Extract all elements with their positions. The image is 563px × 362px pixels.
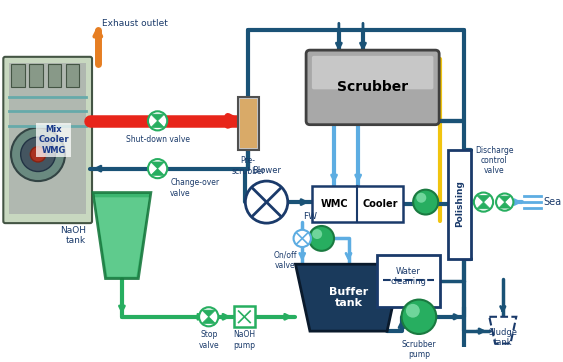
FancyBboxPatch shape [306,50,439,125]
Polygon shape [202,317,216,324]
Text: Shut-down valve: Shut-down valve [126,135,190,144]
Bar [377,254,440,307]
Circle shape [474,193,493,212]
Polygon shape [151,114,164,121]
Polygon shape [477,202,490,209]
Circle shape [309,226,334,251]
Polygon shape [95,197,149,277]
Circle shape [312,229,322,239]
Circle shape [406,304,420,317]
Text: Water
cleaning: Water cleaning [390,267,426,286]
Bar [48,63,61,87]
Polygon shape [489,317,516,344]
Polygon shape [151,169,164,175]
Text: Scrubber
pump: Scrubber pump [401,340,436,359]
Text: NaOH
pump: NaOH pump [233,330,256,350]
Bar [312,186,404,222]
Text: Stop
valve: Stop valve [198,330,219,350]
Text: Discharge
control
valve: Discharge control valve [475,146,513,175]
Circle shape [293,230,311,247]
Bar [234,306,255,327]
Polygon shape [477,195,490,202]
Circle shape [413,190,438,215]
Text: WMC: WMC [320,199,348,209]
Text: Polishing: Polishing [455,181,464,227]
Text: Change-over
valve: Change-over valve [170,178,219,198]
Circle shape [30,147,46,162]
Circle shape [401,300,436,334]
Text: Cooler: Cooler [363,199,398,209]
Polygon shape [151,121,164,127]
Polygon shape [296,264,401,331]
Text: Mix
Cooler
WMG: Mix Cooler WMG [38,125,69,155]
Bar [29,63,43,87]
Polygon shape [202,310,216,317]
Bar [238,97,259,150]
Text: Buffer
tank: Buffer tank [329,287,368,308]
Circle shape [416,193,426,203]
Circle shape [199,307,218,327]
Text: NaOH
tank: NaOH tank [60,226,86,245]
Text: Sea: Sea [543,197,561,207]
Bar [240,99,257,148]
FancyBboxPatch shape [3,57,92,223]
Bar [66,63,79,87]
Text: Scrubber: Scrubber [337,80,408,94]
Circle shape [11,127,65,181]
Circle shape [496,194,513,211]
Text: On/off
valve: On/off valve [273,251,297,270]
Circle shape [148,111,167,130]
Text: FW: FW [303,212,317,221]
Circle shape [245,181,288,223]
Text: Sludge
tank: Sludge tank [488,328,517,348]
Polygon shape [499,196,511,202]
Bar [9,63,86,214]
Circle shape [148,159,167,178]
Bar [11,63,25,87]
Text: Blower: Blower [252,166,281,175]
Polygon shape [93,193,151,278]
Polygon shape [499,202,511,208]
Polygon shape [151,162,164,169]
Bar [448,150,471,260]
FancyBboxPatch shape [312,56,434,89]
Circle shape [21,137,55,172]
Text: Exhaust outlet: Exhaust outlet [102,18,168,28]
Text: Pre-
scrubber: Pre- scrubber [231,156,265,176]
